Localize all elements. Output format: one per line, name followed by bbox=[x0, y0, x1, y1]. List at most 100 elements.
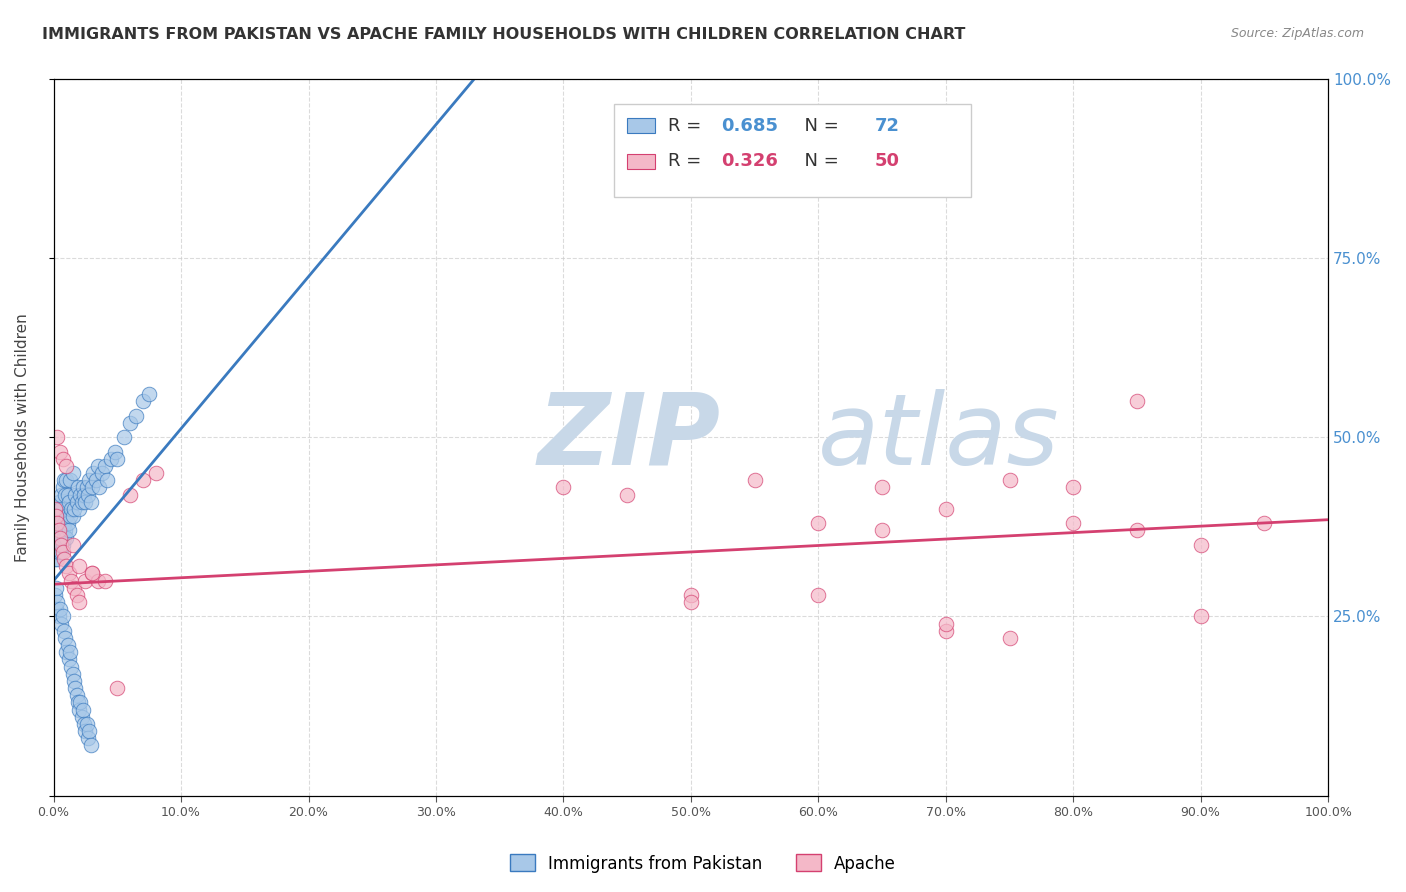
Point bbox=[75, 724, 97, 739]
Point bbox=[553, 480, 575, 494]
Point bbox=[45, 502, 67, 516]
Point bbox=[77, 488, 100, 502]
Text: 50: 50 bbox=[875, 153, 900, 170]
Point bbox=[46, 430, 69, 444]
Point bbox=[53, 524, 76, 538]
Text: IMMIGRANTS FROM PAKISTAN VS APACHE FAMILY HOUSEHOLDS WITH CHILDREN CORRELATION C: IMMIGRANTS FROM PAKISTAN VS APACHE FAMIL… bbox=[42, 27, 966, 42]
Point bbox=[67, 502, 90, 516]
Point bbox=[52, 473, 75, 487]
Point bbox=[60, 659, 83, 673]
Text: atlas: atlas bbox=[818, 389, 1060, 486]
Point bbox=[51, 538, 73, 552]
Point bbox=[51, 538, 73, 552]
Point bbox=[58, 495, 80, 509]
Point bbox=[63, 502, 86, 516]
Point bbox=[46, 502, 69, 516]
Point bbox=[63, 581, 86, 595]
Point bbox=[104, 444, 127, 458]
Point bbox=[69, 695, 91, 709]
Point bbox=[79, 473, 101, 487]
Point bbox=[52, 624, 75, 638]
Point bbox=[48, 524, 70, 538]
Point bbox=[48, 545, 70, 559]
Point bbox=[120, 488, 142, 502]
Point bbox=[46, 552, 69, 566]
Point bbox=[58, 652, 80, 666]
Point bbox=[80, 566, 103, 581]
Point bbox=[870, 480, 893, 494]
Point bbox=[1189, 609, 1212, 624]
Point bbox=[58, 524, 80, 538]
Point bbox=[49, 524, 72, 538]
Point bbox=[138, 387, 160, 401]
Point bbox=[51, 488, 73, 502]
Point bbox=[998, 631, 1021, 645]
Point bbox=[67, 559, 90, 574]
Point bbox=[1189, 538, 1212, 552]
Point bbox=[45, 531, 67, 545]
Point bbox=[60, 502, 83, 516]
Text: 0.685: 0.685 bbox=[721, 117, 779, 135]
Point bbox=[65, 688, 87, 702]
Point bbox=[70, 495, 93, 509]
Point bbox=[44, 502, 66, 516]
Point bbox=[67, 595, 90, 609]
Point bbox=[56, 488, 79, 502]
Point bbox=[51, 480, 73, 494]
Point bbox=[49, 502, 72, 516]
Point bbox=[46, 524, 69, 538]
Point bbox=[65, 488, 87, 502]
Point bbox=[1062, 480, 1084, 494]
Point bbox=[79, 495, 101, 509]
Point bbox=[55, 509, 77, 524]
Point bbox=[66, 480, 89, 494]
Point bbox=[55, 645, 77, 659]
Point bbox=[45, 516, 67, 531]
Point bbox=[55, 531, 77, 545]
Point bbox=[744, 473, 766, 487]
Point bbox=[46, 595, 69, 609]
Point bbox=[46, 516, 69, 531]
Point bbox=[52, 516, 75, 531]
Point bbox=[48, 516, 70, 531]
Point bbox=[52, 531, 75, 545]
Point bbox=[51, 545, 73, 559]
Point bbox=[56, 638, 79, 652]
Point bbox=[80, 566, 103, 581]
Point bbox=[62, 466, 84, 480]
Text: N =: N = bbox=[793, 153, 845, 170]
Point bbox=[935, 624, 957, 638]
Point bbox=[63, 673, 86, 688]
Point bbox=[53, 631, 76, 645]
Point bbox=[45, 581, 67, 595]
Point bbox=[62, 666, 84, 681]
Legend: Immigrants from Pakistan, Apache: Immigrants from Pakistan, Apache bbox=[503, 847, 903, 880]
Point bbox=[1126, 524, 1149, 538]
Point bbox=[56, 516, 79, 531]
Point bbox=[72, 480, 94, 494]
Point bbox=[80, 480, 103, 494]
Point bbox=[59, 509, 82, 524]
Point bbox=[79, 739, 101, 753]
FancyBboxPatch shape bbox=[627, 118, 655, 134]
Point bbox=[59, 473, 82, 487]
Point bbox=[51, 451, 73, 466]
Text: ZIP: ZIP bbox=[538, 389, 721, 486]
Point bbox=[87, 458, 110, 473]
Point bbox=[87, 574, 110, 588]
Point bbox=[65, 588, 87, 602]
Point bbox=[51, 545, 73, 559]
Point bbox=[1062, 516, 1084, 531]
Point bbox=[70, 710, 93, 724]
FancyBboxPatch shape bbox=[627, 153, 655, 169]
Point bbox=[48, 531, 70, 545]
Point bbox=[679, 588, 702, 602]
Point bbox=[45, 509, 67, 524]
Point bbox=[44, 516, 66, 531]
Point bbox=[84, 473, 107, 487]
Point bbox=[51, 531, 73, 545]
Point bbox=[51, 516, 73, 531]
Point bbox=[112, 430, 135, 444]
Point bbox=[44, 552, 66, 566]
Point bbox=[52, 552, 75, 566]
